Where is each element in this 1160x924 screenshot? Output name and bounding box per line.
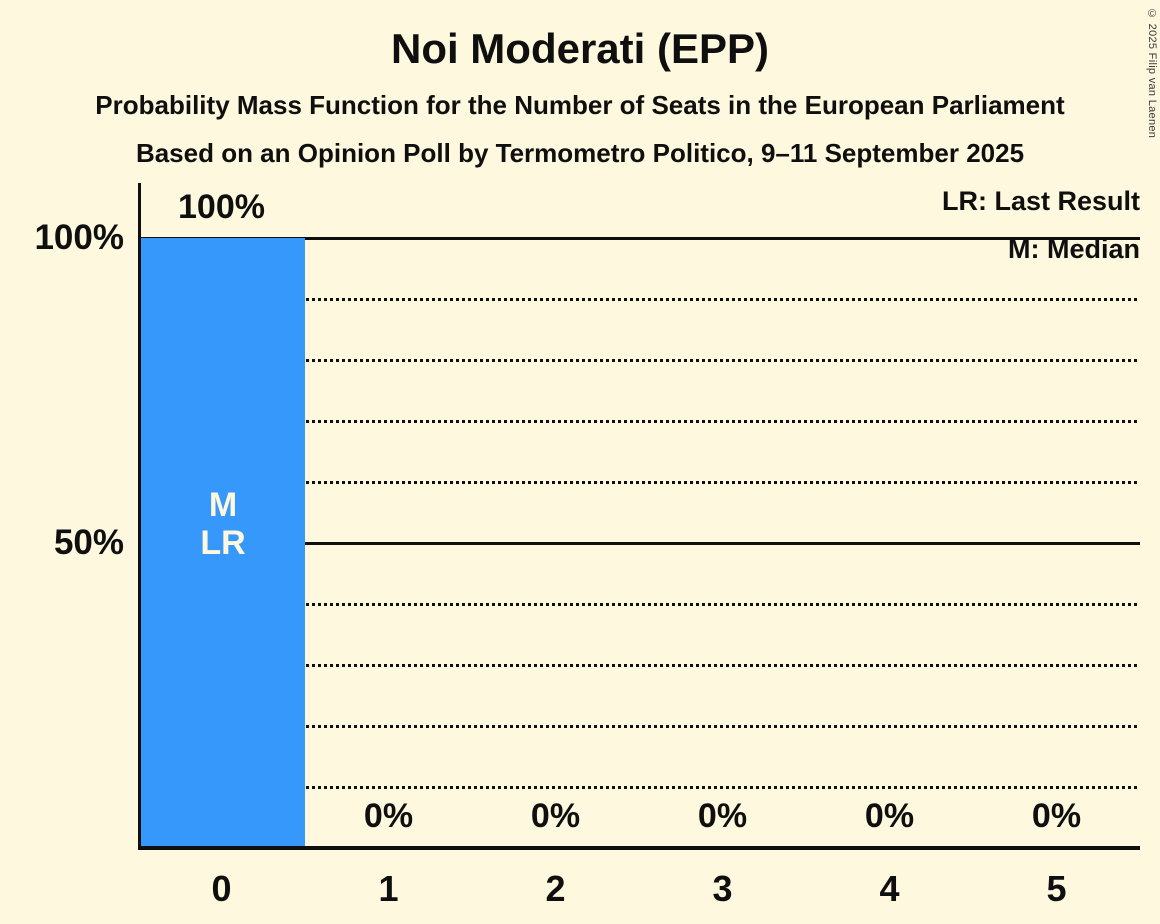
value-label-2: 0%: [530, 797, 581, 835]
x-tick-label-2: 2: [545, 868, 566, 909]
copyright-notice: © 2025 Filip van Laenen: [1146, 8, 1158, 139]
x-tick-label-0: 0: [211, 868, 232, 909]
x-tick-label-1: 1: [378, 868, 399, 909]
gridline-10: [138, 786, 1140, 789]
value-label-4: 0%: [864, 797, 915, 835]
gridline-90: [138, 298, 1140, 301]
gridline-100: [138, 237, 1140, 240]
chart-subtitle: Probability Mass Function for the Number…: [95, 90, 1065, 120]
x-tick-label-4: 4: [879, 868, 900, 909]
x-tick-label-5: 5: [1046, 868, 1067, 909]
legend-median: M: Median: [1008, 234, 1140, 264]
y-axis-tick-label-100: 100%: [34, 218, 124, 257]
x-axis-line: [138, 846, 1140, 850]
gridline-50: [138, 542, 1140, 545]
y-axis-tick-label-50: 50%: [53, 523, 124, 562]
gridline-20: [138, 725, 1140, 728]
gridline-80: [138, 359, 1140, 362]
legend-last-result: LR: Last Result: [941, 186, 1140, 216]
chart-source-note: Based on an Opinion Poll by Termometro P…: [135, 138, 1025, 168]
gridline-70: [138, 420, 1140, 423]
gridline-30: [138, 664, 1140, 667]
gridline-60: [138, 481, 1140, 484]
x-tick-label-3: 3: [712, 868, 733, 909]
median-marker: M: [208, 486, 238, 524]
bar-seats-0: M LR: [141, 238, 305, 846]
value-label-3: 0%: [697, 797, 748, 835]
value-labels-row: 0% 0% 0% 0% 0%: [138, 795, 1140, 837]
bar-annotation: M LR: [141, 486, 305, 562]
chart-title: Noi Moderati (EPP): [390, 25, 770, 72]
bar-value-label-0: 100%: [178, 188, 265, 226]
value-label-spacer-0: [138, 795, 305, 837]
value-label-5: 0%: [1031, 797, 1082, 835]
x-axis-tick-labels: 0 1 2 3 4 5: [138, 868, 1140, 910]
last-result-marker: LR: [200, 524, 246, 562]
gridline-40: [138, 603, 1140, 606]
y-axis-line: [138, 183, 141, 850]
value-label-1: 0%: [363, 797, 414, 835]
